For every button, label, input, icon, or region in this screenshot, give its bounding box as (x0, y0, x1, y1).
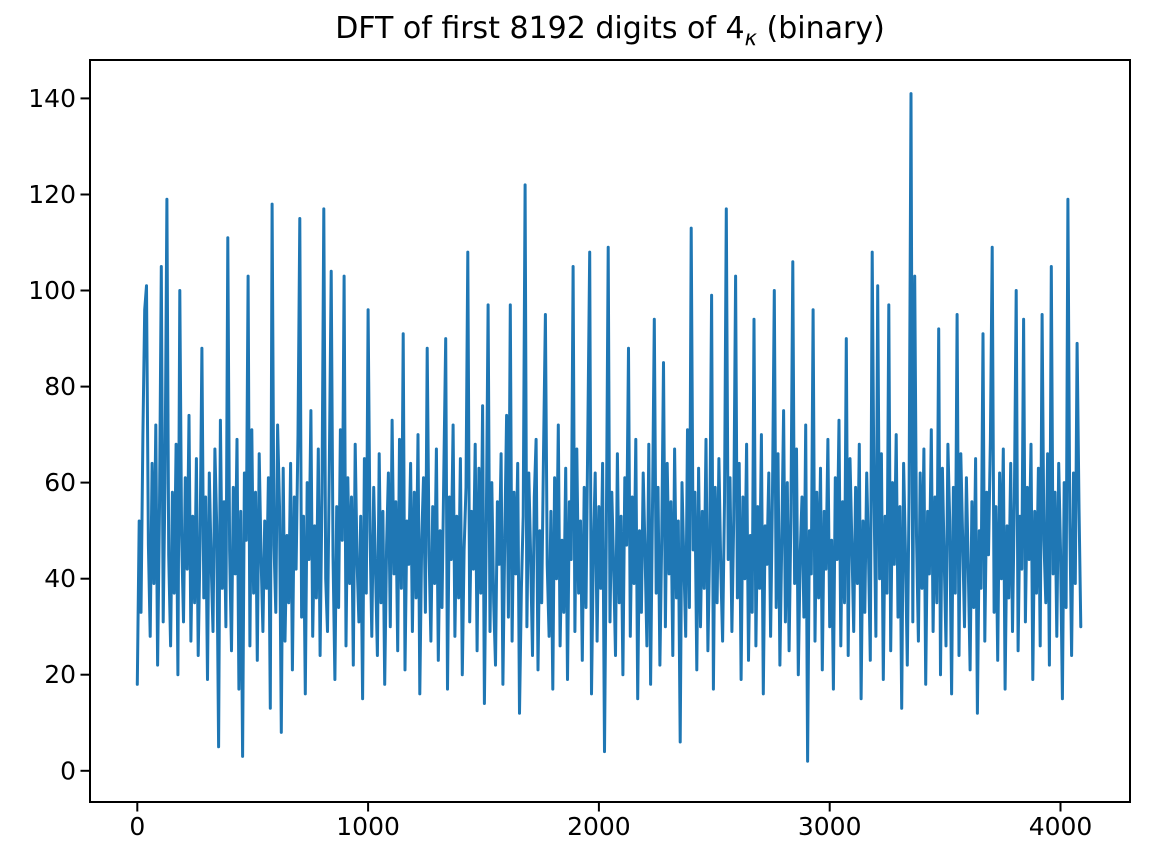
y-tick-label: 40 (44, 564, 76, 593)
chart-title: DFT of first 8192 digits of 4κ (binary) (90, 10, 1130, 50)
dft-series-line (135, 92, 1083, 763)
y-tick-label: 120 (28, 180, 76, 209)
plot-border (89, 59, 1131, 803)
x-tick-label: 4000 (1029, 812, 1093, 841)
chart-title-kappa-subscript: κ (744, 26, 757, 50)
y-tick-label: 60 (44, 468, 76, 497)
y-tick-label: 80 (44, 372, 76, 401)
x-tick-label: 0 (129, 812, 145, 841)
y-tick-label: 20 (44, 660, 76, 689)
x-tick-label: 2000 (567, 812, 631, 841)
y-tick-label: 140 (28, 84, 76, 113)
x-tick-label: 1000 (336, 812, 400, 841)
x-tick-label: 3000 (798, 812, 862, 841)
chart-title-prefix: DFT of first 8192 digits of 4 (335, 11, 745, 46)
y-tick-label: 0 (60, 756, 76, 785)
chart-title-suffix: (binary) (757, 11, 885, 46)
y-tick-label: 100 (28, 276, 76, 305)
